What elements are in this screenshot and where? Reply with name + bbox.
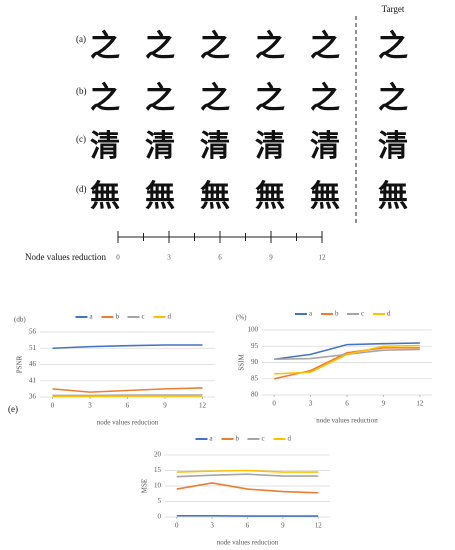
legend-label: a xyxy=(90,313,94,321)
legend-label: b xyxy=(335,310,339,318)
panel-label: (e) xyxy=(8,404,18,414)
target-label: Target xyxy=(382,4,405,14)
y-tick-label: 41 xyxy=(29,376,37,384)
glyph: 無 xyxy=(310,179,340,214)
x-tick-label: 12 xyxy=(315,522,323,530)
legend-label: a xyxy=(210,435,214,443)
target-glyph: 清 xyxy=(378,129,408,164)
glyph: 之 xyxy=(200,81,230,116)
glyph: 清 xyxy=(145,129,175,164)
x-tick-label: 9 xyxy=(281,522,285,530)
legend-label: b xyxy=(236,435,240,443)
series-line xyxy=(52,387,203,393)
glyph: 之 xyxy=(145,29,175,64)
x-tick-label: 0 xyxy=(175,522,179,530)
x-tick-label: 12 xyxy=(199,402,207,410)
glyph: 之 xyxy=(90,29,120,64)
glyph: 之 xyxy=(310,81,340,116)
y-tick-label: 90 xyxy=(251,358,259,366)
legend-label: d xyxy=(288,435,292,443)
y-axis-title: MSE xyxy=(141,479,149,493)
legend-label: a xyxy=(309,310,313,318)
scale-tick-label: 12 xyxy=(319,254,327,262)
legend-label: c xyxy=(262,435,265,443)
legend-label: c xyxy=(361,310,364,318)
row-label: (b) xyxy=(76,86,87,96)
y-tick-label: 15 xyxy=(154,466,162,474)
y-tick-label: 95 xyxy=(251,342,259,350)
x-tick-label: 12 xyxy=(416,400,424,408)
legend-label: d xyxy=(168,313,172,321)
glyph: 之 xyxy=(255,29,285,64)
y-tick-label: 36 xyxy=(29,393,37,401)
legend-label: c xyxy=(142,313,145,321)
x-tick-label: 6 xyxy=(345,400,349,408)
y-tick-label: 5 xyxy=(158,497,162,505)
x-axis-title: node values reduction xyxy=(316,417,378,425)
glyph: 無 xyxy=(200,179,230,214)
glyph: 無 xyxy=(90,179,120,214)
glyph: 之 xyxy=(145,81,175,116)
series-line xyxy=(274,344,420,375)
x-axis-title: node values reduction xyxy=(97,419,159,427)
glyph: 之 xyxy=(90,81,120,116)
glyph: 之 xyxy=(200,29,230,64)
x-tick-label: 6 xyxy=(246,522,250,530)
x-tick-label: 3 xyxy=(210,522,214,530)
target-glyph: 無 xyxy=(378,179,408,214)
y-tick-label: 46 xyxy=(29,360,37,368)
y-tick-label: 85 xyxy=(251,374,259,382)
series-line xyxy=(274,342,420,361)
y-tick-label: 80 xyxy=(251,391,259,399)
target-glyph: 之 xyxy=(378,29,408,64)
scale-tick-label: 9 xyxy=(269,254,273,262)
series-line xyxy=(52,344,203,350)
unit-label: (%) xyxy=(236,314,247,322)
x-tick-label: 9 xyxy=(382,400,386,408)
series-line xyxy=(273,347,420,380)
y-tick-label: 100 xyxy=(248,326,259,334)
x-tick-label: 3 xyxy=(309,400,313,408)
scale-label: Node values reduction xyxy=(25,252,106,262)
glyph: 無 xyxy=(145,179,175,214)
y-axis-title: SSIM xyxy=(238,354,246,371)
legend-label: d xyxy=(387,310,391,318)
glyph: 清 xyxy=(255,129,285,164)
target-glyph: 之 xyxy=(378,81,408,116)
glyph: 無 xyxy=(255,179,285,214)
scale-tick-label: 6 xyxy=(218,254,222,262)
y-tick-label: 10 xyxy=(154,482,162,490)
x-axis-title: node values reduction xyxy=(217,539,279,547)
glyph: 之 xyxy=(255,81,285,116)
glyph: 之 xyxy=(310,29,340,64)
glyph: 清 xyxy=(200,129,230,164)
unit-label: (db) xyxy=(14,316,26,324)
scale-tick-label: 3 xyxy=(167,254,171,262)
series-line xyxy=(176,469,319,473)
scale-tick-label: 0 xyxy=(116,254,120,262)
row-label: (c) xyxy=(76,134,86,144)
x-tick-label: 0 xyxy=(51,402,55,410)
x-tick-label: 6 xyxy=(126,402,130,410)
x-tick-label: 3 xyxy=(88,402,92,410)
y-tick-label: 0 xyxy=(158,513,162,521)
row-label: (a) xyxy=(76,34,86,44)
y-tick-label: 51 xyxy=(29,344,37,352)
y-tick-label: 20 xyxy=(154,451,162,459)
legend-label: b xyxy=(116,313,120,321)
glyph: 清 xyxy=(90,129,120,164)
series-line xyxy=(176,473,319,478)
y-axis-title: PSNR xyxy=(16,355,24,373)
y-tick-label: 56 xyxy=(29,328,37,336)
glyph: 清 xyxy=(310,129,340,164)
row-label: (d) xyxy=(76,184,87,194)
series-line xyxy=(176,482,319,494)
x-tick-label: 0 xyxy=(272,400,276,408)
x-tick-label: 9 xyxy=(163,402,167,410)
